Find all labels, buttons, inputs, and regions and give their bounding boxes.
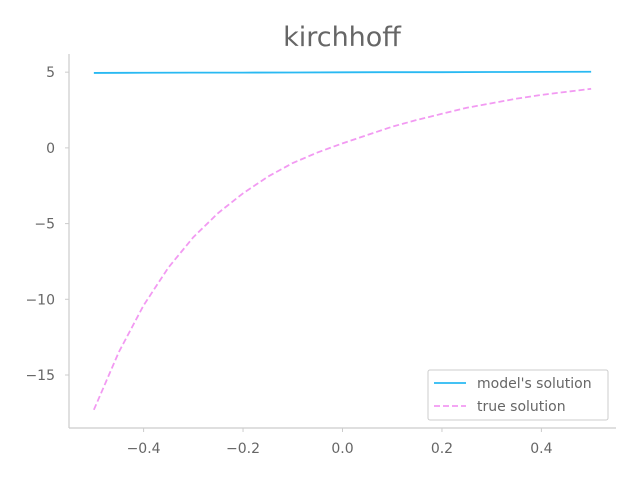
- series-line-true-solution: [93, 87, 592, 411]
- x-tick-label: 0.2: [431, 441, 453, 457]
- x-tick-label: −0.2: [226, 441, 260, 457]
- y-tick-label: −5: [34, 217, 55, 233]
- y-tick-label: 0: [46, 141, 55, 157]
- legend: model's solution true solution: [427, 369, 609, 421]
- legend-label-models-solution: model's solution: [477, 376, 592, 392]
- x-tick-label: −0.4: [127, 441, 161, 457]
- x-tick-label: 0.4: [530, 441, 552, 457]
- legend-label-true-solution: true solution: [477, 399, 566, 415]
- series-layer: [93, 70, 592, 411]
- series-line-models-solution: [93, 70, 592, 74]
- y-tick-label: 5: [46, 65, 55, 81]
- x-tick-label: 0.0: [331, 441, 353, 457]
- axis-ticks: −0.4 −0.2 0.0 0.2 0.4 5 0 −5 −10 −15: [25, 65, 552, 457]
- legend-box: [427, 369, 609, 421]
- y-tick-label: −15: [25, 368, 55, 384]
- y-tick-label: −10: [25, 292, 55, 308]
- chart-title: kirchhoff: [283, 22, 402, 53]
